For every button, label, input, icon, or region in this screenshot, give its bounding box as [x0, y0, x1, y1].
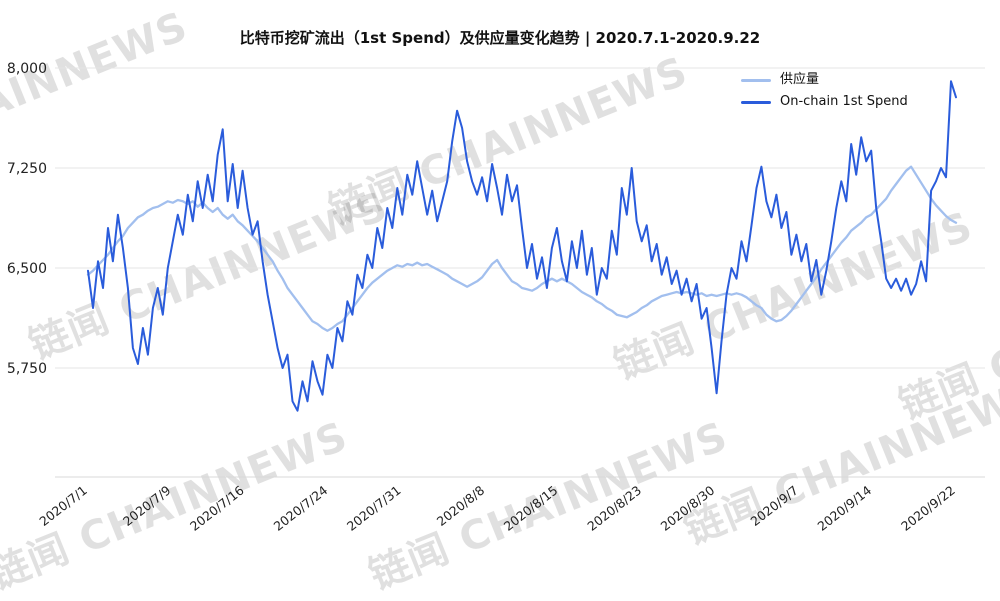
chart-page: { "watermark": { "text": "链闻 CHAINNEWS" …: [0, 3, 1000, 600]
x-axis-tick-label: 2020/7/31: [344, 483, 404, 534]
plot-area: 8,000 7,250 6,500 5,750 2020/7/1 2020/7/9 2020…: [7, 61, 985, 534]
y-axis-tick-label: 8,000: [7, 61, 47, 77]
x-axis-tick-label: 2020/9/14: [814, 483, 874, 534]
x-axis-tick-label: 2020/8/30: [658, 483, 718, 534]
first-spend-line-swatch: [741, 100, 771, 104]
series-line-1: [87, 80, 957, 412]
y-axis-tick-label: 5,750: [7, 361, 47, 377]
x-axis-tick-label: 2020/7/9: [120, 483, 174, 529]
y-axis-tick-label: 7,250: [7, 161, 47, 177]
x-axis-tick-label: 2020/8/8: [434, 483, 488, 529]
supply-line-swatch: [741, 78, 771, 82]
series-line-0: [86, 165, 958, 332]
x-axis-tick-label: 2020/7/1: [36, 483, 89, 529]
x-axis-tick-label: 2020/8/15: [501, 483, 561, 534]
legend: 供应量 On-chain 1st Spend: [741, 72, 908, 116]
x-axis-tick-label: 2020/7/24: [271, 483, 331, 534]
legend-label-supply: 供应量: [780, 72, 820, 87]
legend-label-first-spend: On-chain 1st Spend: [780, 94, 908, 109]
legend-item-first-spend: On-chain 1st Spend: [741, 94, 908, 110]
x-axis-tick-label: 2020/9/7: [748, 483, 801, 529]
x-axis-tick-label: 2020/8/23: [584, 483, 644, 534]
y-axis-tick-label: 6,500: [7, 261, 47, 277]
x-axis-tick-label: 2020/7/16: [187, 483, 247, 534]
legend-item-supply: 供应量: [741, 72, 908, 88]
x-axis-tick-label: 2020/9/22: [898, 483, 958, 534]
chart-title: 比特币挖矿流出（1st Spend）及供应量变化趋势 | 2020.7.1-20…: [239, 29, 761, 47]
